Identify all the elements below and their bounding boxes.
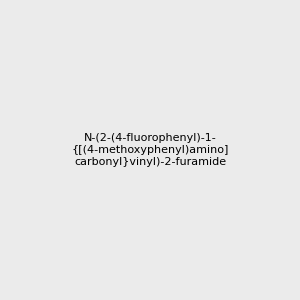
Text: N-(2-(4-fluorophenyl)-1-
{[(4-methoxyphenyl)amino]
carbonyl}vinyl)-2-furamide: N-(2-(4-fluorophenyl)-1- {[(4-methoxyphe… <box>71 134 229 166</box>
